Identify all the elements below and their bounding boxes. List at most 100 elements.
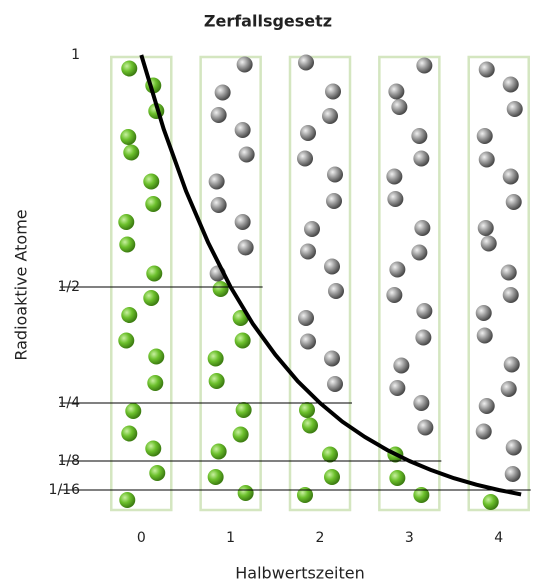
atom [211, 197, 227, 213]
atom [304, 221, 320, 237]
atom [211, 444, 227, 460]
atom [143, 290, 159, 306]
atom [121, 307, 137, 323]
atom [479, 62, 495, 78]
y-tick-label: 1/2 [57, 279, 80, 295]
atom [118, 214, 134, 230]
atom-column [379, 57, 439, 510]
atom [324, 469, 340, 485]
atom [209, 373, 225, 389]
atom [322, 108, 338, 124]
atom [417, 420, 433, 436]
atom [119, 237, 135, 253]
atom [416, 58, 432, 74]
atom [327, 376, 343, 392]
atom [300, 125, 316, 141]
x-axis-label: Halbwertszeiten [235, 564, 365, 583]
atom [501, 381, 517, 397]
atom [119, 492, 135, 508]
atom [476, 424, 492, 440]
atom [477, 328, 493, 344]
atom [507, 101, 523, 117]
atom [479, 398, 495, 414]
atom [478, 220, 494, 236]
y-axis-label: Radioaktive Atome [12, 209, 31, 360]
atom [238, 485, 254, 501]
atom [146, 266, 162, 282]
atom [477, 128, 493, 144]
atom [208, 351, 224, 367]
atom [235, 214, 251, 230]
x-tick-label: 4 [494, 530, 503, 546]
atom [413, 487, 429, 503]
atom [476, 305, 492, 321]
atom [237, 57, 253, 73]
atom-column [290, 57, 350, 510]
y-tick-label: 1/4 [57, 395, 80, 411]
atom [118, 333, 134, 349]
atom [325, 84, 341, 100]
atom [147, 375, 163, 391]
atom [125, 403, 141, 419]
atom [297, 151, 313, 167]
chart: Zerfallsgesetz Radioaktive Atome Halbwer… [0, 0, 535, 585]
atom [208, 469, 224, 485]
atom [386, 287, 402, 303]
y-tick-label: 1/16 [49, 482, 81, 498]
atom [324, 259, 340, 275]
atom [388, 84, 404, 100]
atom [328, 283, 344, 299]
atom [389, 380, 405, 396]
atom [213, 281, 229, 297]
atom [501, 265, 517, 281]
atom [324, 351, 340, 367]
atom [236, 402, 252, 418]
atom [411, 128, 427, 144]
atom [148, 349, 164, 365]
atom [386, 169, 402, 185]
atom [297, 487, 313, 503]
atom [503, 77, 519, 93]
atom [145, 441, 161, 457]
atom [215, 85, 231, 101]
atom [149, 465, 165, 481]
atom [413, 151, 429, 167]
atom [326, 193, 342, 209]
atom [120, 129, 136, 145]
atom [209, 174, 225, 190]
atom [391, 99, 407, 115]
atom [121, 426, 137, 442]
atom [121, 61, 137, 77]
atom [302, 418, 318, 434]
atom-column [469, 57, 529, 510]
atom [393, 358, 409, 374]
atom [416, 303, 432, 319]
atom [322, 447, 338, 463]
x-tick-label: 2 [316, 530, 325, 546]
atom [145, 196, 161, 212]
atom [503, 169, 519, 185]
atom [235, 122, 251, 138]
atom [411, 245, 427, 261]
x-tick-label: 3 [405, 530, 414, 546]
atom [238, 240, 254, 256]
atom [506, 194, 522, 210]
atom [415, 330, 431, 346]
atom [503, 287, 519, 303]
atom [123, 145, 139, 161]
atom [387, 191, 403, 207]
atom [300, 334, 316, 350]
atom [479, 152, 495, 168]
atom [414, 220, 430, 236]
atom [483, 494, 499, 510]
atom [239, 147, 255, 163]
atom [389, 470, 405, 486]
atom [504, 357, 520, 373]
atom [300, 244, 316, 260]
chart-title: Zerfallsgesetz [204, 12, 332, 31]
atom [233, 427, 249, 443]
atom [413, 395, 429, 411]
y-tick-label: 1 [71, 47, 80, 63]
atom [298, 310, 314, 326]
atom [327, 167, 343, 183]
